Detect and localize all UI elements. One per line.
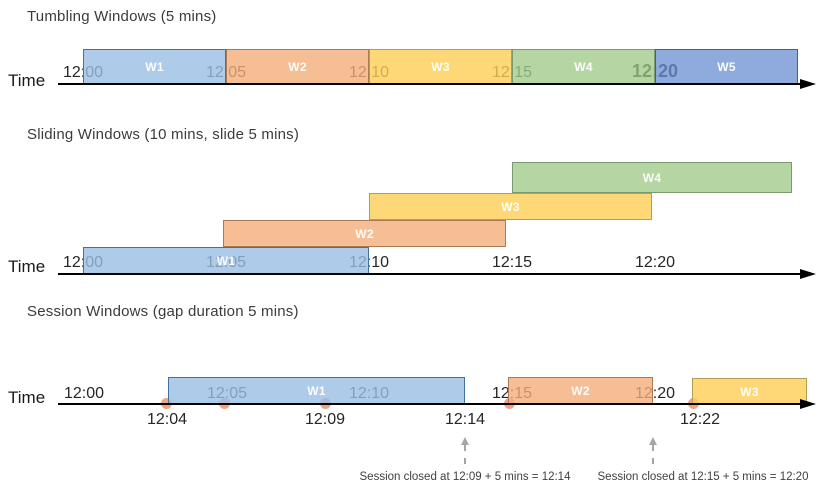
window-label: W4: [574, 59, 593, 74]
tumbling-window-w5: W5: [655, 49, 798, 84]
sliding-window-w3: W3: [369, 193, 652, 220]
sliding-time-axis-label: Time: [8, 257, 46, 276]
tumbling-window-w4: W4: [512, 49, 655, 84]
session-close-caption: Session closed at 12:09 + 5 mins = 12:14: [359, 471, 571, 483]
sliding-axis-arrow-icon: [800, 269, 816, 279]
tumbling-axis-arrow-icon: [800, 79, 816, 89]
session-time-axis-label: Time: [8, 388, 46, 407]
sliding-window-w2: W2: [223, 220, 506, 247]
tumbling-time-axis-line: [58, 83, 800, 85]
window-label: W2: [288, 59, 307, 74]
session-time-axis-line: [58, 403, 800, 405]
sliding-axis-tick: 12:15: [491, 254, 533, 271]
session-axis-tick: 12:00: [63, 385, 105, 402]
tumbling-time-axis-label: Time: [8, 71, 46, 90]
window-label: W5: [717, 59, 736, 74]
event-time-label: 12:04: [146, 411, 188, 428]
event-time-label: 12:22: [679, 411, 721, 428]
window-label: W3: [740, 384, 759, 399]
tumbling-section-title: Tumbling Windows (5 mins): [27, 8, 217, 25]
window-label: W4: [642, 170, 662, 185]
window-label: W1: [307, 383, 326, 398]
tumbling-window-w2: W2: [226, 49, 369, 84]
window-label: W1: [216, 253, 236, 268]
sliding-section-title: Sliding Windows (10 mins, slide 5 mins): [27, 126, 300, 143]
window-label: W3: [501, 199, 520, 214]
event-time-label: 12:14: [444, 411, 486, 428]
session-window-w2: W2: [508, 377, 653, 404]
event-time-label: 12:09: [304, 411, 346, 428]
window-label: W3: [431, 59, 450, 74]
sliding-time-axis-line: [58, 273, 800, 275]
session-axis-arrow-icon: [800, 399, 816, 409]
window-label: W1: [145, 59, 164, 74]
tumbling-window-w3: W3: [369, 49, 512, 84]
annotation-arrow-icon: [649, 437, 657, 445]
session-window-w1: W1: [168, 377, 465, 404]
session-section-title: Session Windows (gap duration 5 mins): [27, 303, 299, 320]
sliding-window-w4: W4: [512, 162, 792, 193]
sliding-axis-tick: 12:20: [634, 254, 676, 271]
sliding-window-w1: W1: [83, 247, 369, 274]
window-label: W2: [355, 226, 374, 241]
session-window-w3: W3: [692, 378, 807, 405]
annotation-arrow-icon: [461, 437, 469, 445]
annotation-arrow-line: [464, 445, 466, 464]
annotation-arrow-line: [652, 445, 654, 464]
window-label: W2: [571, 383, 590, 398]
session-close-caption: Session closed at 12:15 + 5 mins = 12:20: [597, 471, 809, 483]
tumbling-window-w1: W1: [83, 49, 226, 84]
